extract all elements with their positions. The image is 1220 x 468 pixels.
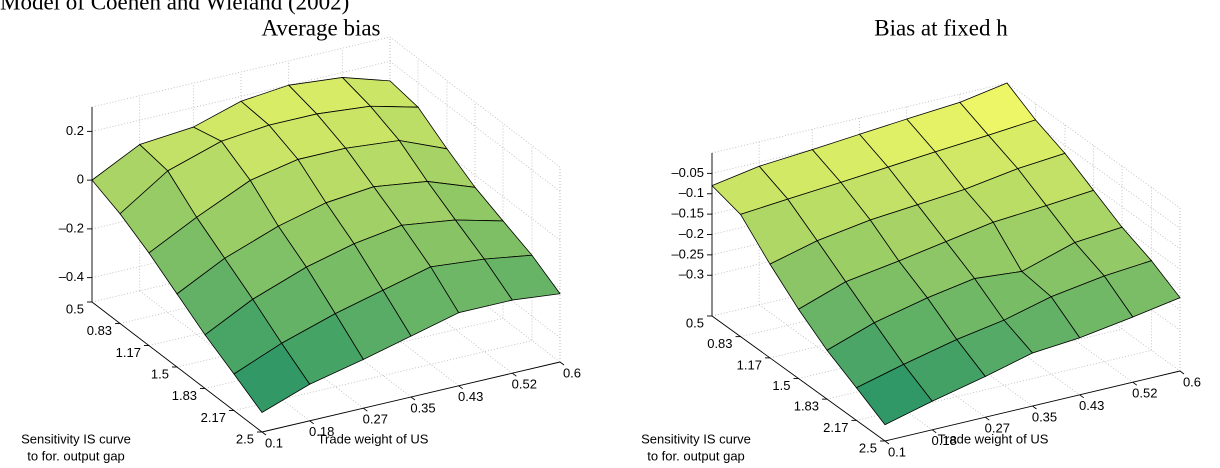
x-tick-label: 0.43 [1079,398,1104,413]
x-tick-label: 0.6 [1183,374,1201,389]
y-tick-label: 1.83 [172,388,197,403]
z-tick-label: –0.2 [59,220,84,235]
y-axis-label: Sensitivity IS curve [641,431,751,446]
x-tick-label: 0.35 [410,400,435,415]
y-tick-label: 0.83 [87,323,112,338]
y-tick-label: 1.17 [116,345,141,360]
z-tick-label: 0 [77,172,84,187]
z-tick-label: –0.15 [671,206,704,221]
x-tick-label: 0.52 [512,377,537,392]
grid-line [1006,123,1181,250]
z-tick-label: –0.25 [671,246,704,261]
y-axis-label: to for. output gap [27,448,125,463]
chart-title: Average bias [262,15,381,40]
x-tick-label: 0.35 [1032,409,1057,424]
tick-mark [1079,394,1084,399]
y-tick-label: 2.5 [859,440,877,455]
grid-line [856,349,1152,421]
surface-face [855,363,933,426]
y-tick-label: 1.17 [737,357,762,372]
tick-mark [261,431,267,436]
tick-mark [309,420,314,425]
x-axis-label: Trade weight of US [938,431,1049,446]
x-tick-label: 0.43 [458,389,483,404]
x-tick-label: 0.27 [363,412,388,427]
y-tick-label: 2.5 [236,431,254,446]
grid-line [1006,143,1181,270]
z-tick-label: –0.1 [679,185,704,200]
y-tick-label: 0.5 [66,301,84,316]
tick-mark [1179,370,1185,375]
x-tick-label: 0.18 [309,424,334,439]
surface-face [233,342,311,414]
z-tick-label: –0.4 [59,269,84,284]
grid-line [1006,82,1181,209]
grid-line [1006,103,1181,229]
y-tick-label: 0.83 [707,336,732,351]
grid-line [711,82,1008,154]
grid-line [906,269,1080,396]
y-tick-label: 1.83 [794,399,819,414]
tick-mark [363,407,368,412]
y-axis-label: to for. output gap [647,448,745,463]
tick-mark [884,440,890,445]
x-tick-label: 0.27 [985,421,1010,436]
tick-mark [458,385,463,390]
y-tick-label: 0.5 [686,315,704,330]
z-tick-label: –0.05 [671,165,704,180]
tick-mark [985,416,990,421]
y-tick-label: 1.5 [151,366,169,381]
z-tick-label: –0.3 [679,267,704,282]
x-tick-label: 0.18 [932,433,957,448]
tick-mark [1032,405,1037,410]
x-axis-label: Trade weight of US [318,431,429,446]
grid-line [859,280,1033,407]
y-tick-label: 2.17 [823,420,848,435]
grid-line [91,36,391,108]
x-tick-label: 0.1 [888,444,906,459]
tick-mark [410,396,416,401]
grid-line [826,328,1123,400]
z-tick-label: –0.2 [679,226,704,241]
tick-mark [931,429,937,434]
grid-line [91,60,391,132]
page-title: Model of Coenen and Wieland (2002) [0,0,349,14]
tick-mark [512,372,517,377]
x-tick-label: 0.52 [1132,386,1157,401]
z-tick-label: 0.2 [66,123,84,138]
chart-title: Bias at fixed h [874,15,1008,40]
tick-mark [1132,381,1138,386]
tick-mark [559,361,565,366]
x-tick-label: 0.1 [265,435,283,450]
y-tick-label: 1.5 [772,378,790,393]
y-tick-label: 2.17 [201,410,226,425]
grid-line [959,256,1134,383]
x-tick-label: 0.6 [563,365,581,380]
y-axis-label: Sensitivity IS curve [21,431,131,446]
